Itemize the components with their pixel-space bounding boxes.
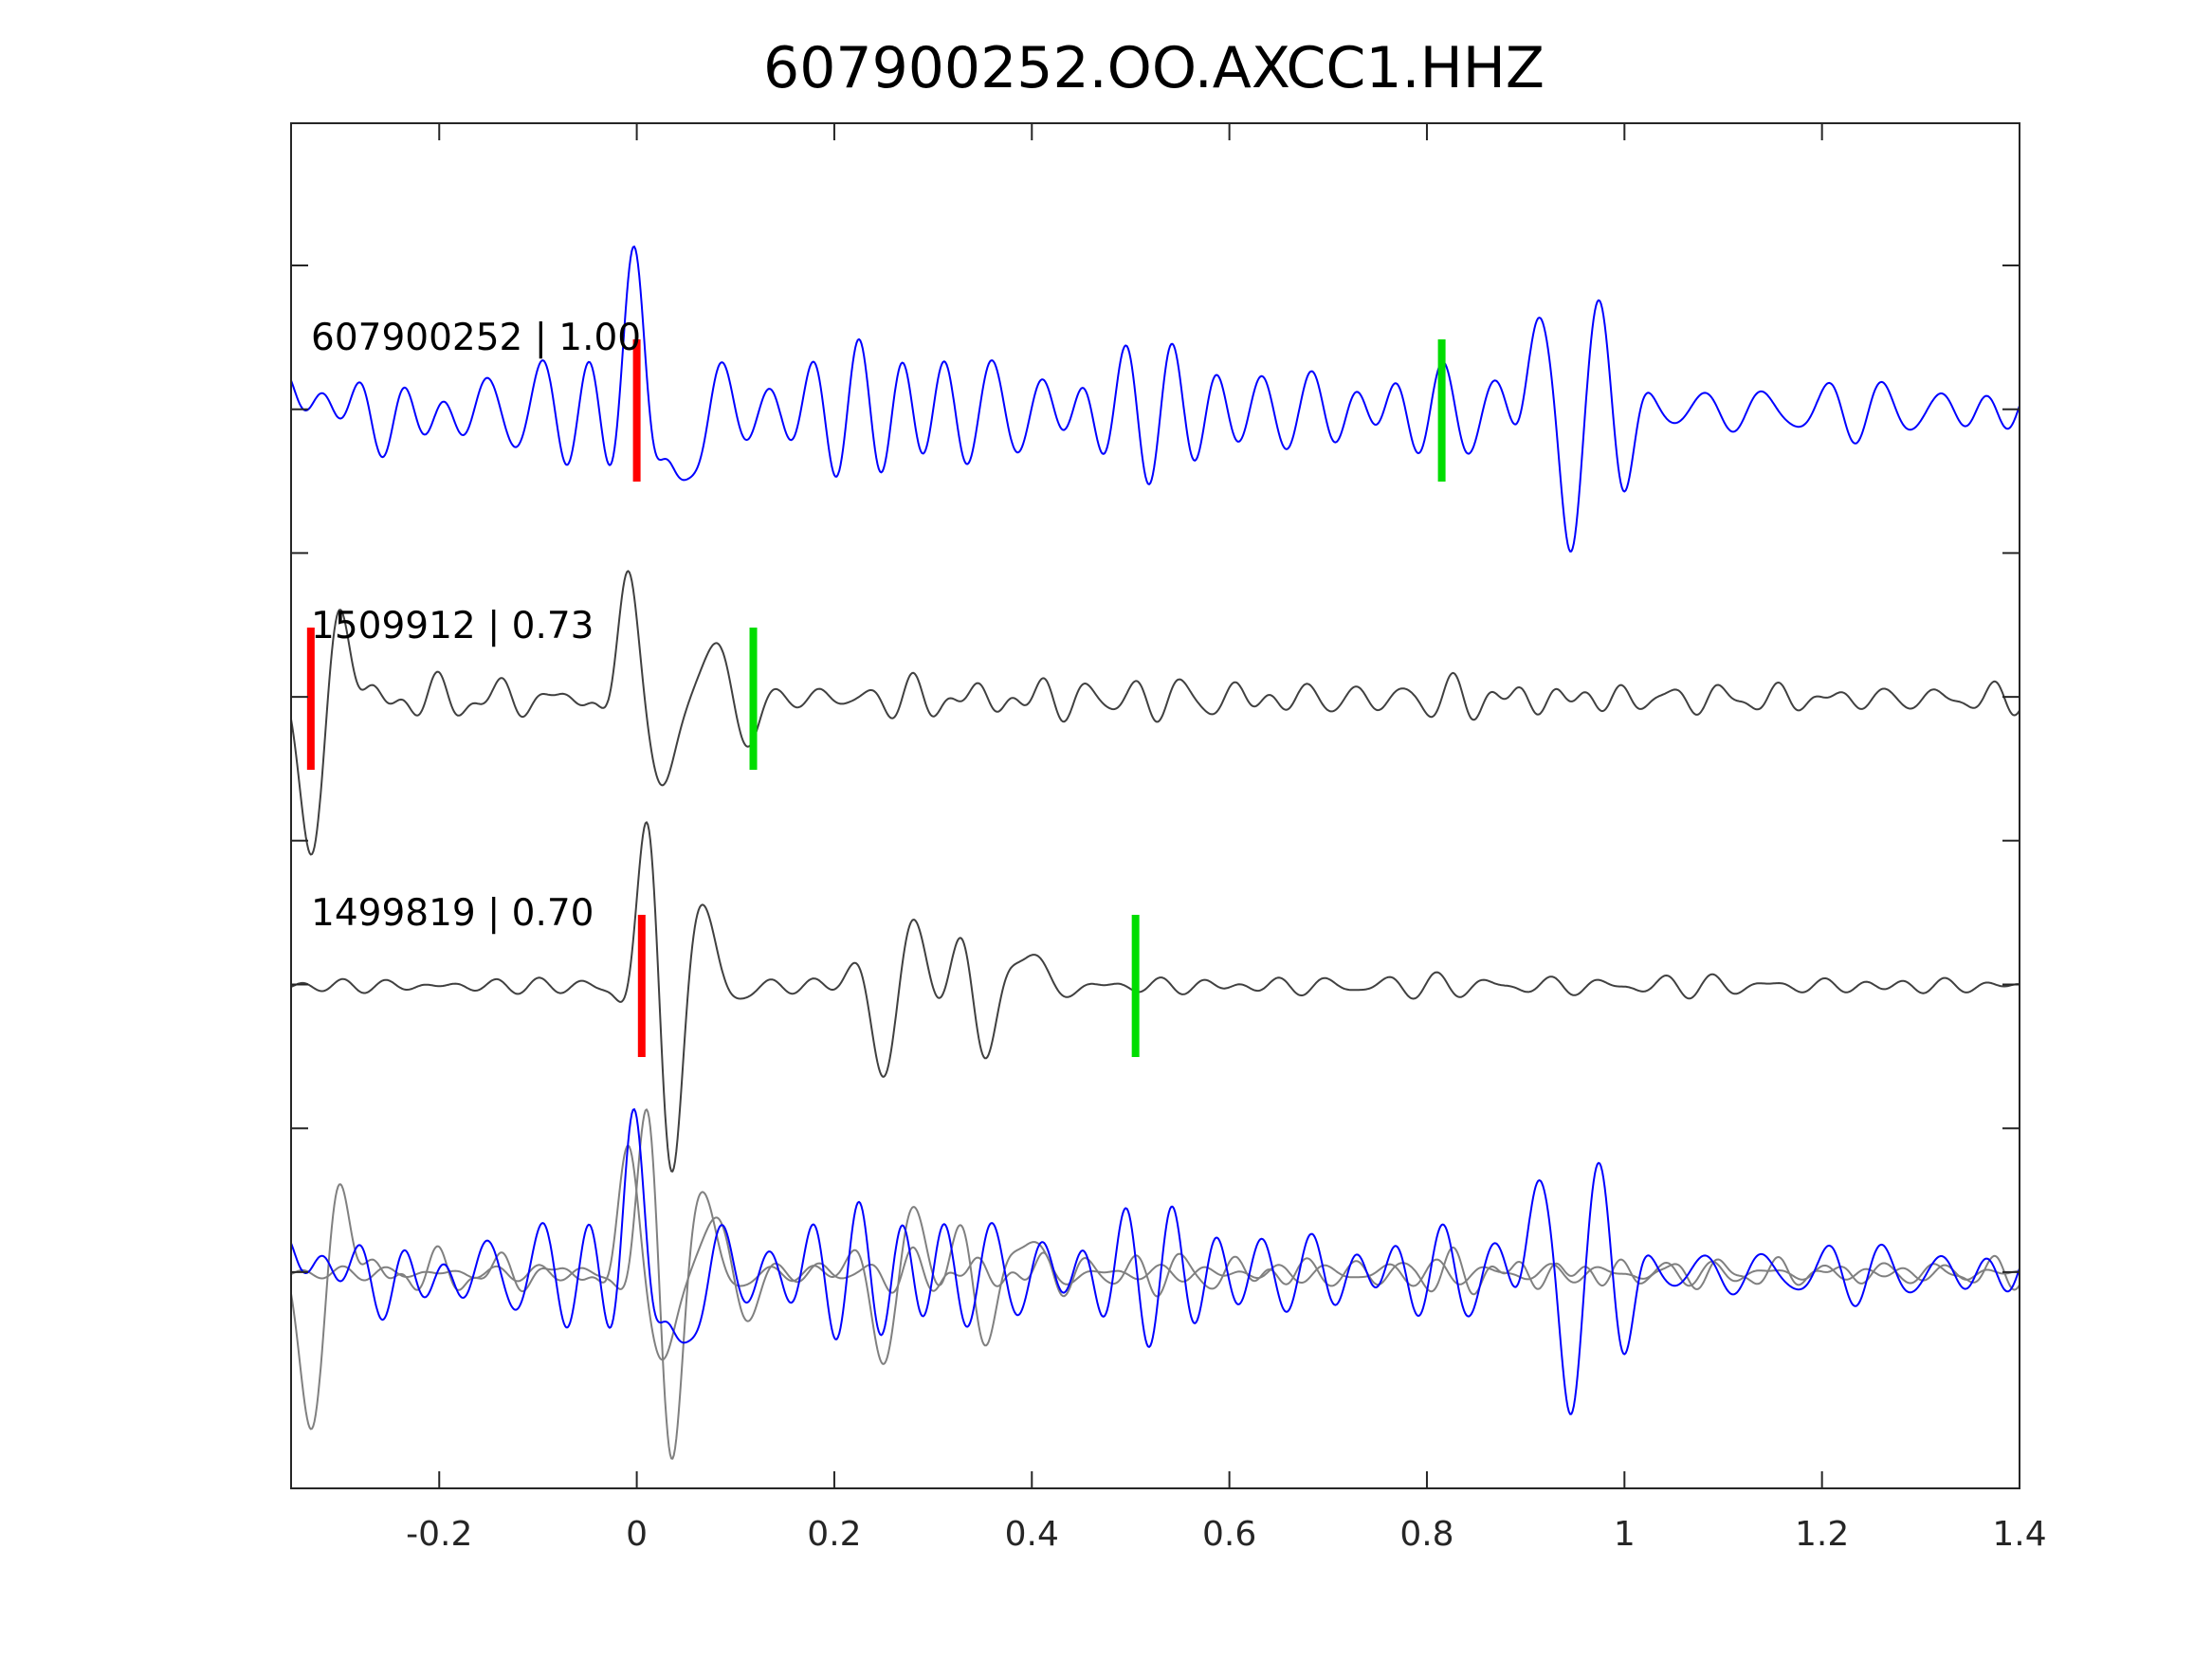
trace-group-1: 607900252 | 1.00 — [290, 246, 2020, 553]
x-tick-label: -0.2 — [406, 1515, 472, 1554]
waveform-trace-2 — [290, 570, 2020, 856]
overlay-traces — [290, 1108, 2020, 1460]
x-tick-label: 1.4 — [1992, 1515, 2046, 1554]
plot-area: 607900252 | 1.00 1509912 | 0.73 1499819 | … — [290, 246, 2020, 1460]
x-tick-label: 1.2 — [1795, 1515, 1849, 1554]
x-tick-label: 0.2 — [807, 1515, 861, 1554]
trace-label-2: 1509912 | 0.73 — [311, 605, 594, 647]
axes-frame — [290, 122, 2020, 1489]
waveform-trace-3 — [290, 821, 2020, 1173]
trace-group-3: 1499819 | 0.70 — [290, 821, 2020, 1173]
trace-group-2: 1509912 | 0.73 — [290, 570, 2020, 856]
x-tick-label: 0.4 — [1005, 1515, 1059, 1554]
overlay-trace-3 — [290, 1108, 2020, 1460]
waveform-trace-1 — [290, 246, 2020, 553]
trace-label-3: 1499819 | 0.70 — [311, 892, 594, 935]
x-tick-label: 1 — [1614, 1515, 1636, 1554]
chart-title: 607900252.OO.AXCC1.HHZ — [763, 35, 1545, 101]
x-tick-label: 0.8 — [1399, 1515, 1453, 1554]
x-axis: -0.2 0 0.2 0.4 0.6 0.8 1 1.2 1.4 — [406, 123, 2047, 1554]
overlay-trace-2 — [290, 1144, 2020, 1431]
overlay-trace-1 — [290, 1108, 2020, 1415]
x-tick-label: 0.6 — [1202, 1515, 1256, 1554]
trace-label-1: 607900252 | 1.00 — [311, 317, 641, 359]
x-tick-label: 0 — [626, 1515, 648, 1554]
y-axis — [291, 264, 2020, 1273]
